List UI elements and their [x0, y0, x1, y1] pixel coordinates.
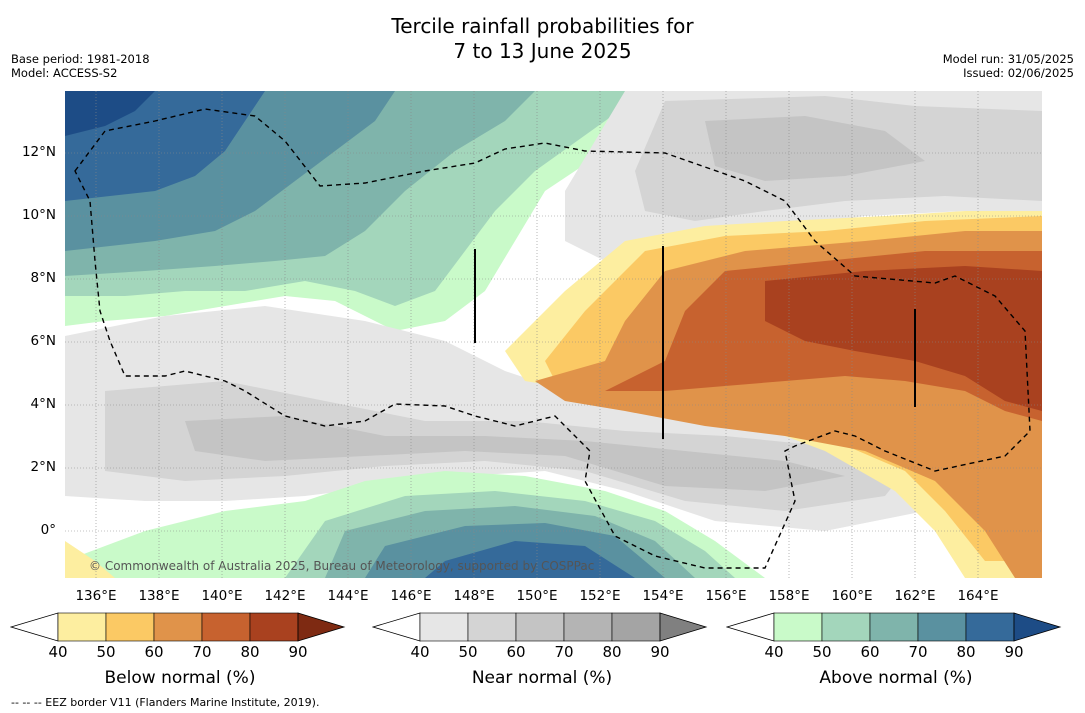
near-colorbar-tick-40: 40: [410, 643, 430, 661]
eez-footnote: -- -- -- EEZ border V11 (Flanders Marine…: [11, 696, 320, 709]
near-colorbar-tick-50: 50: [458, 643, 478, 661]
below-colorbar-tick-60: 60: [144, 643, 164, 661]
above-colorbar-tick-90: 90: [1004, 643, 1024, 661]
near-colorbar-tick-80: 80: [602, 643, 622, 661]
model-info: Base period: 1981-2018 Model: ACCESS-S2: [11, 52, 150, 80]
near-normal-60-ne: [705, 116, 925, 181]
lon-label-162e: 162°E: [894, 588, 936, 604]
lon-label-158e: 158°E: [768, 588, 810, 604]
colorbar-near-normal: [372, 612, 708, 642]
near-colorbar-min-extend: [372, 612, 421, 642]
lat-label-8n: 8°N: [30, 270, 56, 286]
above-colorbar-segment-2: [869, 612, 919, 642]
lon-label-152e: 152°E: [579, 588, 621, 604]
lon-label-150e: 150°E: [516, 588, 558, 604]
near-colorbar-segment-2: [515, 612, 565, 642]
above-colorbar-max-extend: [1013, 612, 1062, 642]
colorbar-above-normal: [726, 612, 1062, 642]
below-colorbar-tick-90: 90: [288, 643, 308, 661]
above-colorbar-tick-40: 40: [764, 643, 784, 661]
above-colorbar-segment-4: [965, 612, 1015, 642]
below-colorbar-tick-80: 80: [240, 643, 260, 661]
near-colorbar-segment-0: [419, 612, 469, 642]
probability-map: [65, 91, 1042, 578]
below-colorbar-segment-4: [249, 612, 299, 642]
lon-label-160e: 160°E: [831, 588, 873, 604]
lon-label-136e: 136°E: [75, 588, 117, 604]
below-colorbar-segment-2: [153, 612, 203, 642]
issued-label: Issued: 02/06/2025: [963, 66, 1074, 80]
lon-label-164e: 164°E: [957, 588, 999, 604]
colorbar-below-normal: [10, 612, 346, 642]
lon-label-144e: 144°E: [327, 588, 369, 604]
below-normal-80-main: [765, 266, 1042, 411]
model-label: Model: ACCESS-S2: [11, 66, 118, 80]
below-colorbar-tick-40: 40: [48, 643, 68, 661]
above-colorbar-min-extend: [726, 612, 775, 642]
copyright-notice: © Commonwealth of Australia 2025, Bureau…: [89, 559, 595, 573]
near-colorbar-max-extend: [659, 612, 708, 642]
lon-label-148e: 148°E: [453, 588, 495, 604]
above-colorbar-tick-80: 80: [956, 643, 976, 661]
lon-label-138e: 138°E: [138, 588, 180, 604]
above-normal-80-south: [425, 541, 635, 578]
near-colorbar-segment-3: [563, 612, 613, 642]
lon-label-154e: 154°E: [642, 588, 684, 604]
base-period-label: Base period: 1981-2018: [11, 52, 150, 66]
lat-label-2n: 2°N: [30, 459, 56, 475]
near-colorbar-segment-1: [467, 612, 517, 642]
near-colorbar-tick-90: 90: [650, 643, 670, 661]
lon-label-146e: 146°E: [390, 588, 432, 604]
below-colorbar-segment-1: [105, 612, 155, 642]
eez-border-palau-fsm: [74, 108, 1031, 569]
near-colorbar-tick-70: 70: [554, 643, 574, 661]
above-colorbar-segment-0: [773, 612, 823, 642]
map-title: Tercile rainfall probabilities for 7 to …: [0, 14, 1085, 64]
above-colorbar-tick-70: 70: [908, 643, 928, 661]
below-colorbar-max-extend: [297, 612, 346, 642]
title-line-2: 7 to 13 June 2025: [453, 39, 632, 63]
lon-label-140e: 140°E: [201, 588, 243, 604]
lat-label-6n: 6°N: [30, 333, 56, 349]
lat-label-10n: 10°N: [21, 207, 56, 223]
below-colorbar-tick-70: 70: [192, 643, 212, 661]
colorbar-below-title: Below normal (%): [104, 668, 256, 688]
above-colorbar-tick-50: 50: [812, 643, 832, 661]
above-colorbar-tick-60: 60: [860, 643, 880, 661]
colorbar-near-title: Near normal (%): [471, 668, 613, 688]
near-colorbar-tick-60: 60: [506, 643, 526, 661]
run-info: Model run: 31/05/2025 Issued: 02/06/2025: [943, 52, 1074, 80]
above-colorbar-segment-3: [917, 612, 967, 642]
model-run-label: Model run: 31/05/2025: [942, 52, 1074, 66]
colorbar-above-title: Above normal (%): [819, 668, 973, 688]
lat-label-12n: 12°N: [21, 144, 56, 160]
lat-label-0: 0°: [40, 522, 56, 538]
lon-label-142e: 142°E: [264, 588, 306, 604]
below-colorbar-tick-50: 50: [96, 643, 116, 661]
above-colorbar-segment-1: [821, 612, 871, 642]
title-line-1: Tercile rainfall probabilities for: [391, 14, 694, 38]
lat-label-4n: 4°N: [30, 396, 56, 412]
near-normal-60-central: [185, 416, 845, 491]
lon-label-156e: 156°E: [705, 588, 747, 604]
near-colorbar-segment-4: [611, 612, 661, 642]
below-normal-40-sw-corner: [65, 541, 115, 578]
below-colorbar-segment-0: [57, 612, 107, 642]
below-colorbar-min-extend: [10, 612, 59, 642]
above-normal-90-nw: [65, 91, 155, 136]
below-colorbar-segment-3: [201, 612, 251, 642]
